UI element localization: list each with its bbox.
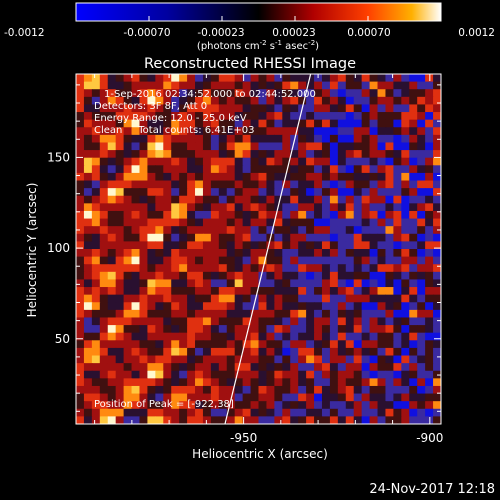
y-axis: 50 100 150 [47,84,441,412]
colorbar: -0.0012 -0.00070 -0.00023 0.00023 0.0007… [4,2,495,52]
peak-position-text: Position of Peak = [-922,38] [94,399,234,410]
y-axis-label: Heliocentric Y (arcsec) [25,183,39,318]
colorbar-unit-label: (photons cm-2 s-1 asec-2) [197,39,319,52]
y-tick-label: 100 [47,241,70,255]
colorbar-tick-label: 0.00023 [272,27,315,39]
heatmap-image [76,74,441,424]
footer-date: 24-Nov-2017 12:18 [369,482,495,497]
chart-title: Reconstructed RHESSI Image [144,56,356,72]
colorbar-tick-label: -0.00023 [197,27,244,39]
energy-range-text: Energy Range: 12.0 - 25.0 keV [94,113,247,124]
colorbar-tick-label: -0.00070 [123,27,170,39]
x-axis-label: Heliocentric X (arcsec) [192,447,328,461]
colorbar-gradient [75,2,442,22]
colorbar-ticks [75,16,442,21]
colorbar-tick-label: 0.0012 [458,27,495,39]
x-axis: -950-900-850 [94,74,443,445]
clean-counts-text: Clean Total counts: 6.41E+03 [94,125,254,136]
x-tick-label: -950 [230,431,257,445]
colorbar-tick-label: 0.00070 [347,27,390,39]
plot-frame [75,73,442,425]
annotations: 1-Sep-2016 02:34:52.000 to 02:44:52.000 … [94,89,316,410]
detectors-text: Detectors: 3F 8F, Att 0 [94,101,207,112]
colorbar-tick-label: -0.0012 [4,27,45,39]
limb-line [224,74,312,424]
y-tick-label: 50 [55,332,70,346]
x-tick-label: -900 [416,431,443,445]
time-range-text: 1-Sep-2016 02:34:52.000 to 02:44:52.000 [104,89,316,100]
y-tick-label: 150 [47,150,70,164]
